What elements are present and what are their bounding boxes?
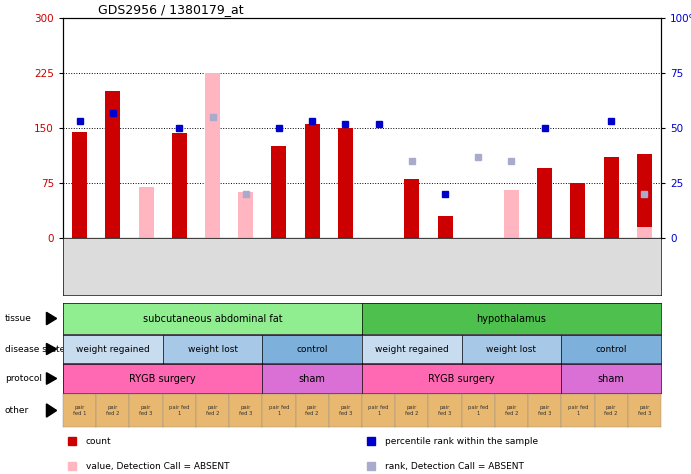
Text: pair fed
1: pair fed 1 <box>568 405 588 416</box>
Bar <box>404 179 419 238</box>
Text: pair
fed 2: pair fed 2 <box>504 405 518 416</box>
Bar <box>637 154 652 238</box>
Text: weight lost: weight lost <box>486 345 536 354</box>
Text: pair
fed 1: pair fed 1 <box>73 405 86 416</box>
Text: pair fed
1: pair fed 1 <box>468 405 489 416</box>
Text: protocol: protocol <box>5 374 41 383</box>
Text: control: control <box>296 345 328 354</box>
Bar <box>238 192 253 238</box>
Bar <box>338 128 353 238</box>
Text: sham: sham <box>299 374 325 383</box>
Text: GDS2956 / 1380179_at: GDS2956 / 1380179_at <box>97 3 243 16</box>
Bar <box>637 227 652 238</box>
Text: pair
fed 2: pair fed 2 <box>405 405 419 416</box>
Text: pair
fed 3: pair fed 3 <box>140 405 153 416</box>
Text: pair
fed 2: pair fed 2 <box>106 405 120 416</box>
Text: RYGB surgery: RYGB surgery <box>129 374 196 383</box>
Text: weight regained: weight regained <box>375 345 448 354</box>
Text: count: count <box>86 437 111 446</box>
Bar <box>537 168 552 238</box>
Polygon shape <box>46 373 57 384</box>
Bar <box>272 146 286 238</box>
Text: pair
fed 2: pair fed 2 <box>206 405 219 416</box>
Text: pair
fed 3: pair fed 3 <box>438 405 452 416</box>
Bar <box>437 216 453 238</box>
Text: subcutaneous abdominal fat: subcutaneous abdominal fat <box>142 313 283 323</box>
Bar <box>205 73 220 238</box>
Text: pair
fed 3: pair fed 3 <box>339 405 352 416</box>
Text: tissue: tissue <box>5 314 32 323</box>
Text: RYGB surgery: RYGB surgery <box>428 374 495 383</box>
Text: sham: sham <box>598 374 625 383</box>
Text: pair
fed 3: pair fed 3 <box>538 405 551 416</box>
Text: other: other <box>5 406 29 415</box>
Text: disease state: disease state <box>5 345 65 354</box>
Bar <box>172 133 187 238</box>
Bar <box>139 187 153 238</box>
Text: value, Detection Call = ABSENT: value, Detection Call = ABSENT <box>86 462 229 471</box>
Text: pair
fed 3: pair fed 3 <box>239 405 252 416</box>
Text: pair
fed 2: pair fed 2 <box>305 405 319 416</box>
Bar <box>72 132 87 238</box>
Text: weight lost: weight lost <box>187 345 238 354</box>
Bar <box>504 191 519 238</box>
Polygon shape <box>46 343 57 355</box>
Bar <box>571 183 585 238</box>
Text: pair fed
1: pair fed 1 <box>269 405 290 416</box>
Polygon shape <box>46 404 57 417</box>
Polygon shape <box>46 312 57 325</box>
Text: pair
fed 3: pair fed 3 <box>638 405 651 416</box>
Text: percentile rank within the sample: percentile rank within the sample <box>385 437 538 446</box>
Text: pair fed
1: pair fed 1 <box>368 405 389 416</box>
Text: weight regained: weight regained <box>76 345 150 354</box>
Text: control: control <box>596 345 627 354</box>
Text: pair fed
1: pair fed 1 <box>169 405 189 416</box>
Bar <box>105 91 120 238</box>
Text: rank, Detection Call = ABSENT: rank, Detection Call = ABSENT <box>385 462 524 471</box>
Text: hypothalamus: hypothalamus <box>477 313 547 323</box>
Bar <box>604 157 618 238</box>
Bar <box>305 124 320 238</box>
Text: pair
fed 2: pair fed 2 <box>605 405 618 416</box>
